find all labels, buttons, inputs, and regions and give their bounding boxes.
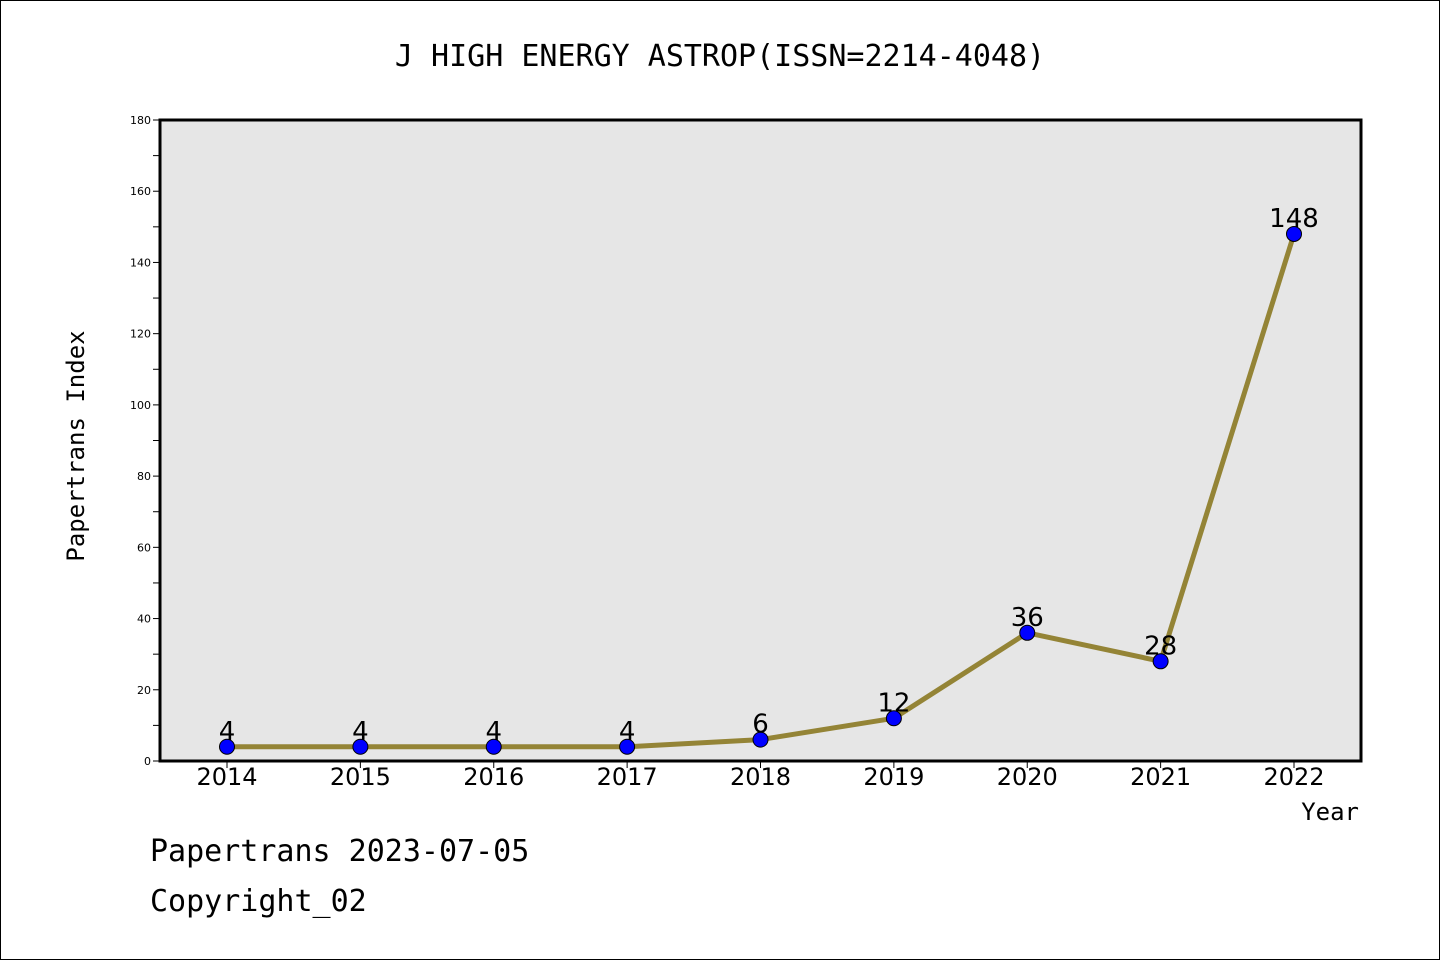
data-point: [485, 738, 502, 755]
x-tick-label: 2017: [597, 763, 658, 791]
y-tick-label: 160: [130, 185, 151, 198]
data-label: 4: [219, 717, 236, 747]
x-tick-label: 2016: [463, 763, 524, 791]
x-axis-label: Year: [1301, 798, 1359, 826]
x-tick-label: 2014: [196, 763, 257, 791]
data-point: [1152, 653, 1169, 670]
data-point: [1286, 225, 1302, 242]
footer-copyright: Copyright_02: [150, 884, 367, 919]
x-tick-label: 2018: [730, 763, 791, 791]
y-tick-label: 60: [137, 541, 151, 554]
data-label: 28: [1144, 631, 1177, 661]
y-axis-label: Papertrans Index: [62, 330, 90, 561]
data-label: 12: [877, 688, 910, 718]
y-tick-label: 40: [137, 613, 151, 626]
data-point: [352, 738, 369, 755]
footer-date: Papertrans 2023-07-05: [150, 834, 530, 869]
data-label: 6: [752, 710, 769, 740]
chart-title: J HIGH ENERGY ASTROP(ISSN=2214-4048): [395, 39, 1045, 74]
y-tick-label: 120: [130, 328, 151, 341]
data-point: [1019, 624, 1036, 641]
x-axis: 2014 2015 2016 2017 2018 2019 2020 2021 2022: [196, 761, 1325, 791]
data-point: [219, 738, 235, 755]
data-label: 36: [1011, 603, 1044, 633]
plot-border: [158, 118, 1363, 763]
y-tick-label: 180: [130, 114, 151, 127]
plot-area: [160, 120, 1361, 761]
data-label: 148: [1269, 204, 1319, 234]
data-point: [619, 738, 636, 755]
data-point: [885, 710, 902, 727]
y-axis: 0 20 40 60 80 100 120 140 160 180: [130, 114, 160, 768]
y-tick-label: 80: [137, 470, 151, 483]
data-label: 4: [485, 717, 502, 747]
data-labels: 4 4 4 4 6 12 36 28 148: [219, 204, 1319, 747]
x-tick-label: 2022: [1263, 763, 1324, 791]
markers: [219, 225, 1302, 755]
x-tick-label: 2021: [1130, 763, 1191, 791]
data-point: [752, 731, 769, 748]
y-tick-label: 0: [144, 755, 151, 768]
data-label: 4: [619, 717, 636, 747]
y-tick-label: 100: [130, 399, 151, 412]
x-tick-label: 2019: [863, 763, 924, 791]
y-tick-label: 20: [137, 684, 151, 697]
x-tick-label: 2020: [997, 763, 1058, 791]
y-tick-label: 140: [130, 256, 151, 269]
data-label: 4: [352, 717, 369, 747]
x-tick-label: 2015: [330, 763, 391, 791]
